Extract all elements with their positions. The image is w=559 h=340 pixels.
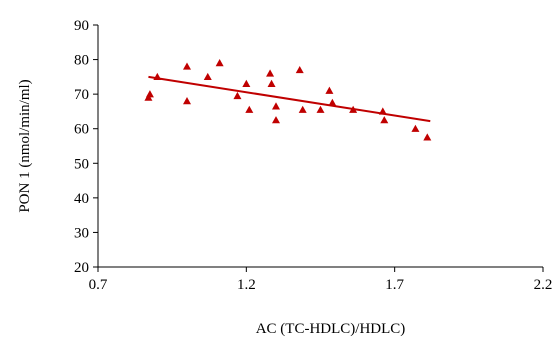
data-point [411, 124, 420, 132]
data-point [183, 62, 191, 70]
trendline [148, 75, 431, 123]
y-tick-label: 50 [74, 156, 89, 172]
data-point [298, 105, 307, 113]
data-point [295, 65, 304, 74]
data-point [380, 116, 389, 124]
data-point [325, 86, 334, 94]
data-point [378, 107, 387, 115]
data-point [153, 72, 162, 81]
data-point [203, 72, 212, 81]
data-point [215, 59, 224, 67]
data-point [233, 91, 242, 100]
data-point [242, 79, 251, 87]
y-axis-title: PON 1 (nmol/min/ml) [17, 79, 33, 212]
x-tick-label: 1.7 [385, 277, 404, 293]
x-tick-label: 1.2 [237, 277, 256, 293]
x-axis-title: AC (TC-HDLC)/HDLC) [256, 321, 406, 337]
data-point [423, 133, 432, 141]
data-points [144, 59, 432, 141]
x-axis-ticks: 0.7 1.2 1.7 2.2 [89, 267, 553, 293]
y-tick-label: 70 [74, 87, 89, 103]
y-axis-ticks: 20 30 40 50 60 70 80 90 [74, 18, 98, 276]
data-point [183, 97, 191, 105]
data-point [272, 102, 280, 110]
data-point [266, 69, 275, 77]
data-point [349, 105, 358, 113]
y-tick-label: 40 [74, 191, 89, 207]
y-tick-label: 30 [74, 225, 89, 241]
data-point [267, 79, 276, 87]
data-point [316, 105, 325, 113]
x-tick-label: 0.7 [89, 277, 108, 293]
x-tick-label: 2.2 [534, 277, 553, 293]
y-tick-label: 20 [74, 260, 89, 276]
data-point [145, 90, 154, 98]
y-tick-label: 60 [74, 122, 89, 138]
y-tick-label: 80 [74, 53, 89, 69]
data-point [272, 116, 280, 124]
data-point [328, 98, 337, 106]
y-tick-label: 90 [74, 18, 89, 34]
data-point [245, 105, 254, 113]
